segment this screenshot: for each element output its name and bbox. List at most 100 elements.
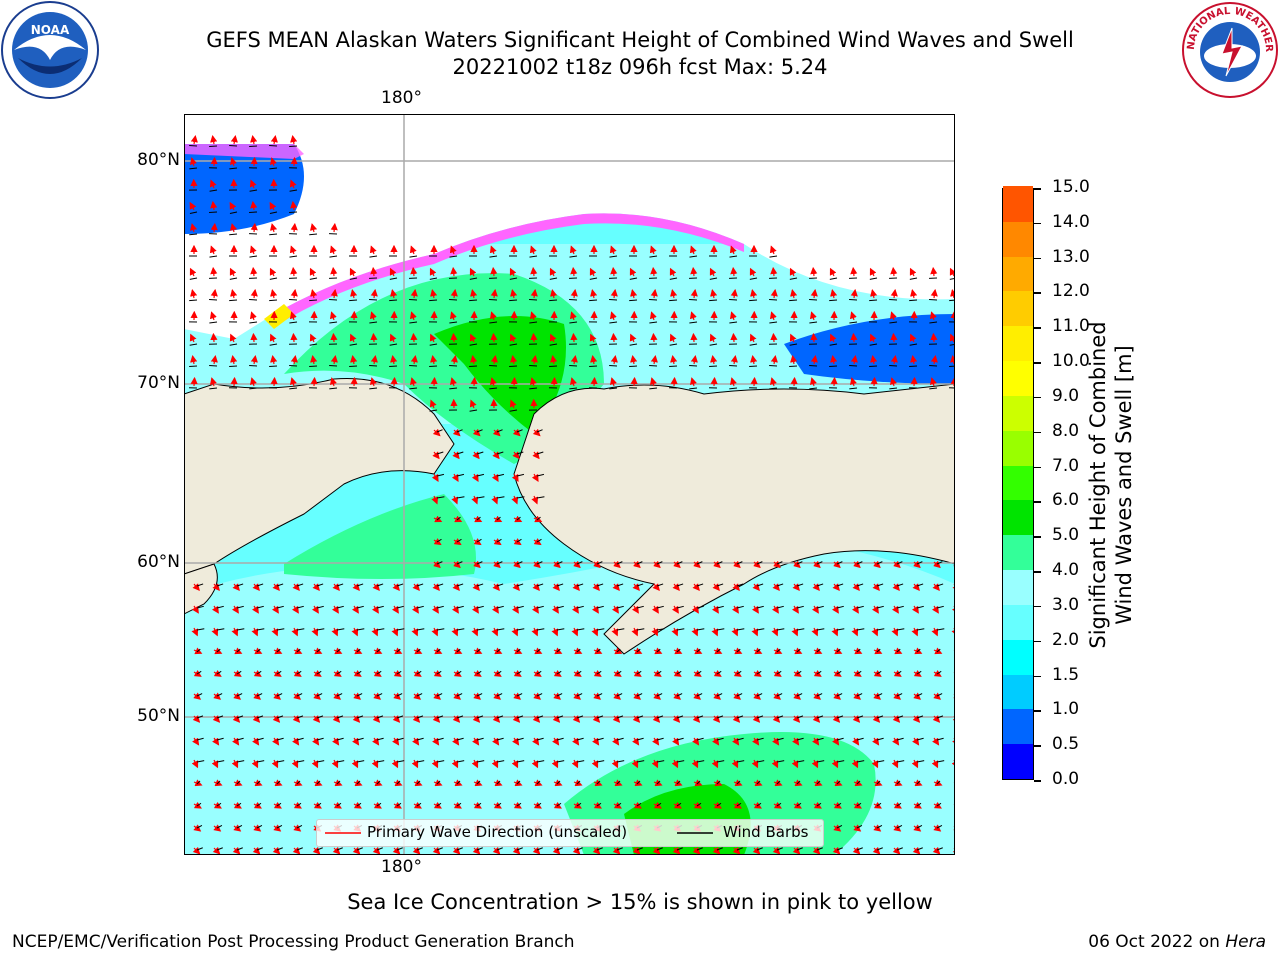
- wave-direction-arrow: [350, 354, 358, 365]
- wave-direction-arrow: [210, 156, 218, 167]
- wind-barb: [689, 255, 698, 258]
- wind-barb: [669, 277, 678, 280]
- wave-direction-arrow: [672, 715, 681, 723]
- wave-direction-arrow: [933, 560, 941, 569]
- wave-direction-arrow: [289, 311, 297, 321]
- wind-barb: [569, 364, 578, 367]
- wave-direction-arrow: [350, 376, 358, 387]
- wind-barb: [276, 648, 281, 653]
- wave-direction-arrow: [313, 692, 322, 700]
- wave-direction-arrow: [269, 201, 277, 211]
- wave-direction-arrow: [750, 376, 758, 387]
- wave-direction-arrow: [273, 692, 282, 700]
- wave-direction-arrow: [292, 846, 301, 855]
- wind-barb: [236, 628, 245, 631]
- wind-barb: [316, 760, 325, 763]
- wave-direction-arrow: [651, 759, 659, 769]
- colorbar-tick-mark: [1034, 362, 1041, 364]
- wind-barb: [476, 605, 484, 609]
- wave-direction-arrow: [312, 715, 321, 723]
- wind-barb: [196, 847, 203, 851]
- wind-barb: [496, 451, 504, 455]
- wave-direction-arrow: [633, 560, 641, 569]
- wave-direction-arrow: [792, 715, 801, 723]
- wave-direction-arrow: [409, 245, 417, 255]
- wind-barb: [436, 429, 443, 433]
- wave-direction-arrow: [689, 311, 697, 321]
- wave-direction-arrow: [731, 759, 739, 769]
- wind-barb: [836, 847, 843, 851]
- wave-direction-arrow: [772, 737, 780, 746]
- wave-direction-arrow: [610, 288, 618, 299]
- colorbar-tick-mark: [1034, 605, 1041, 608]
- wave-direction-arrow: [609, 245, 617, 255]
- wave-direction-arrow: [912, 715, 921, 723]
- wind-barb: [449, 321, 458, 324]
- wave-direction-arrow: [753, 560, 761, 569]
- wind-barb: [936, 670, 942, 675]
- wave-direction-arrow: [853, 692, 862, 700]
- wave-direction-arrow: [649, 377, 657, 387]
- wave-direction-arrow: [450, 332, 458, 343]
- wave-direction-arrow: [451, 473, 459, 482]
- wave-direction-arrow: [632, 715, 641, 723]
- wind-barb: [329, 387, 338, 390]
- wind-barb: [296, 760, 305, 763]
- wave-direction-arrow: [692, 846, 701, 855]
- wave-direction-arrow: [632, 583, 640, 592]
- wind-barb: [729, 387, 738, 390]
- wind-barb: [536, 780, 541, 785]
- wind-barb: [229, 211, 238, 214]
- wave-direction-arrow: [270, 134, 278, 145]
- wave-direction-arrow: [553, 560, 561, 569]
- wave-direction-arrow: [832, 715, 841, 723]
- wave-direction-arrow: [311, 627, 319, 637]
- wind-barb: [636, 561, 643, 565]
- wind-barb: [816, 737, 824, 741]
- wave-direction-arrow: [192, 715, 201, 723]
- wave-direction-arrow: [512, 451, 520, 460]
- wind-barb: [716, 760, 725, 763]
- wind-barb: [809, 321, 818, 324]
- wind-barb: [236, 583, 244, 587]
- wave-direction-arrow: [729, 311, 737, 321]
- wind-barb: [456, 847, 463, 851]
- wind-barb: [336, 737, 344, 741]
- wave-direction-arrow: [529, 377, 537, 387]
- wave-direction-arrow: [569, 245, 577, 255]
- wave-direction-arrow: [472, 846, 481, 855]
- wave-direction-arrow: [330, 332, 338, 343]
- wave-direction-arrow: [250, 200, 258, 211]
- wave-field-3-4m-bering: [284, 494, 476, 579]
- colorbar-tick-label: 7.0: [1052, 455, 1080, 476]
- wind-barb: [296, 825, 303, 829]
- wind-barb: [336, 670, 342, 675]
- wave-direction-arrow: [509, 399, 517, 409]
- wave-direction-arrow: [809, 311, 817, 321]
- wind-barb: [656, 847, 663, 851]
- wave-direction-arrow: [649, 245, 657, 255]
- wind-barb: [296, 802, 302, 807]
- wind-barb: [896, 780, 901, 785]
- colorbar-tick-label: 15.0: [1052, 177, 1090, 197]
- wind-barb: [609, 364, 618, 367]
- wind-barb: [796, 561, 803, 565]
- wind-barb: [596, 670, 602, 675]
- wind-barb: [796, 605, 804, 609]
- wind-barb: [336, 715, 344, 719]
- wind-barb: [376, 605, 384, 609]
- wind-barb: [516, 429, 523, 433]
- wave-direction-arrow: [290, 134, 298, 145]
- wind-barb: [469, 277, 478, 280]
- wave-direction-arrow: [449, 245, 457, 255]
- wave-direction-arrow: [411, 627, 419, 637]
- wave-direction-arrow: [830, 376, 838, 387]
- wind-barb: [869, 299, 878, 302]
- wave-direction-arrow: [753, 692, 762, 700]
- wind-barb: [896, 561, 903, 565]
- chart-subtitle: 20221002 t18z 096h fcst Max: 5.24: [452, 55, 828, 79]
- wave-direction-arrow: [569, 377, 577, 387]
- wave-direction-arrow: [589, 267, 597, 277]
- wind-barb: [716, 693, 723, 697]
- wave-direction-arrow: [730, 354, 738, 365]
